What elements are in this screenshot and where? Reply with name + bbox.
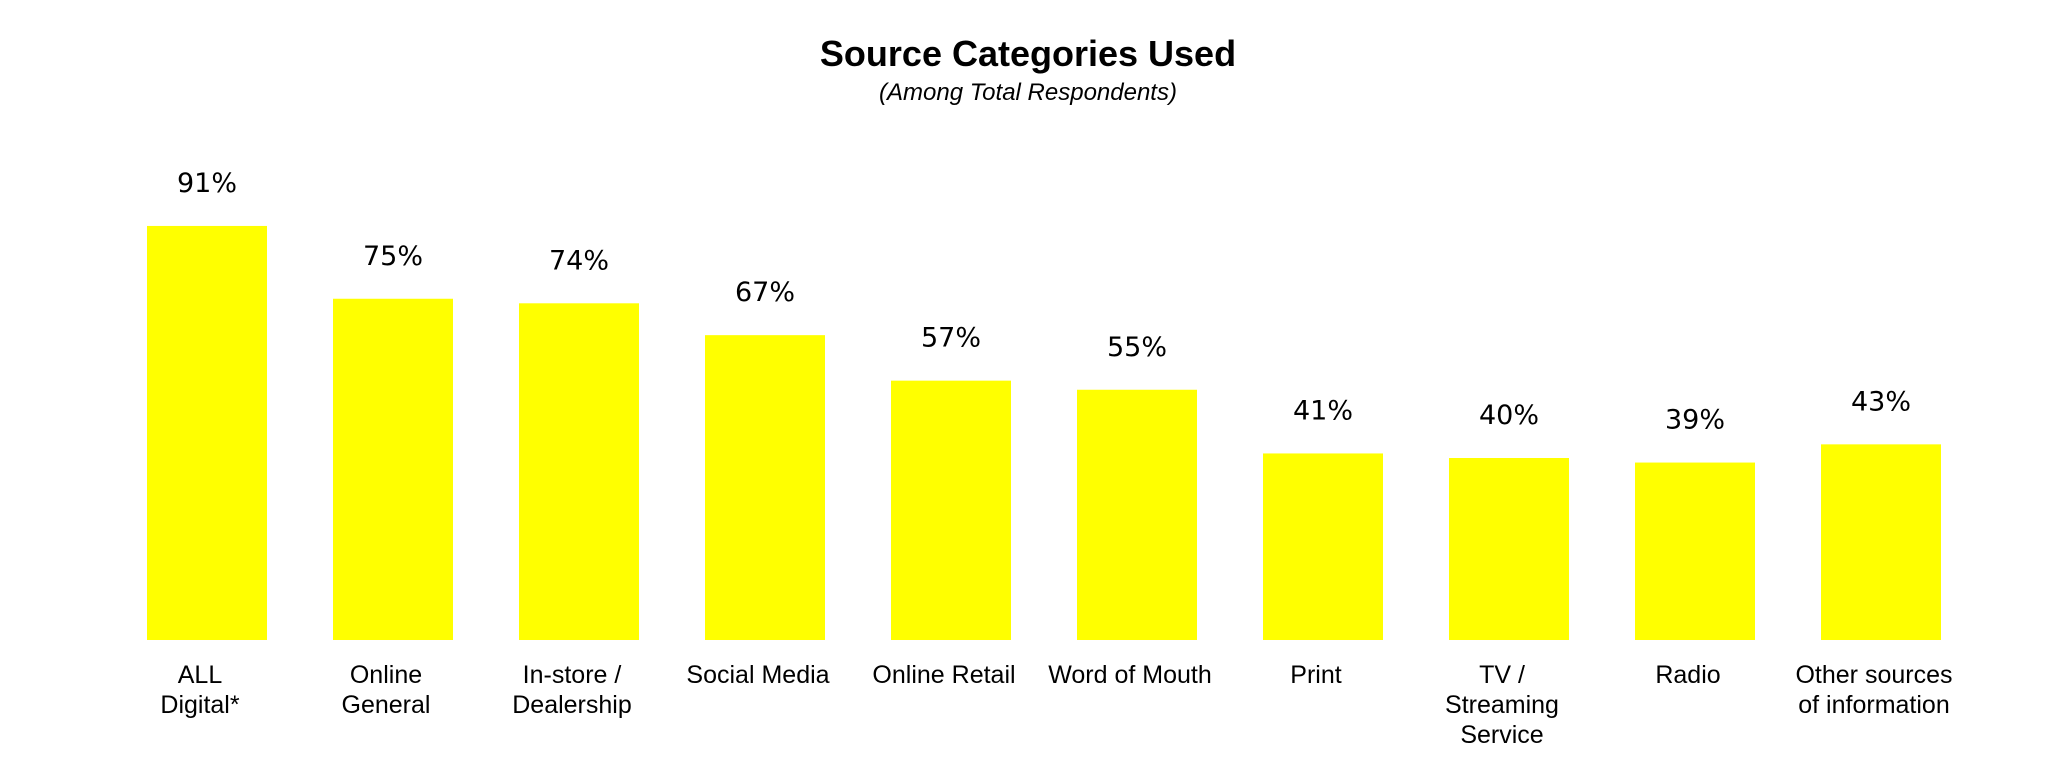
category-label-7: Print	[1290, 661, 1342, 689]
category-label-10: Other sources of information	[1795, 661, 1953, 719]
category-label-3: In-store / Dealership	[512, 661, 632, 719]
bar-3	[519, 303, 639, 640]
category-label-2: Online General	[341, 661, 431, 719]
bar-1	[147, 225, 267, 640]
data-label-5: 57%	[921, 323, 981, 354]
data-label-2: 75%	[363, 241, 423, 272]
data-label-3: 74%	[549, 245, 609, 276]
data-label-1: 91%	[177, 168, 237, 199]
chart-title: Source Categories Used	[819, 33, 1237, 74]
category-label-6: Word of Mouth	[1048, 661, 1212, 689]
bar-5	[891, 380, 1011, 640]
data-label-4: 67%	[735, 277, 795, 308]
chart-subtitle: (Among Total Respondents)	[879, 79, 1177, 106]
category-label-9: Radio	[1655, 661, 1721, 689]
category-label-1: ALL Digital*	[160, 661, 240, 719]
data-label-9: 39%	[1665, 405, 1725, 436]
bar-2	[333, 298, 453, 640]
category-label-8: TV / Streaming Service	[1445, 661, 1559, 749]
category-label-5: Online Retail	[872, 661, 1016, 689]
data-label-7: 41%	[1293, 395, 1353, 426]
bar-6	[1077, 389, 1197, 640]
category-label-4: Social Media	[686, 661, 830, 689]
data-label-10: 43%	[1851, 386, 1911, 417]
bar-10	[1821, 444, 1941, 640]
bar-4	[705, 335, 825, 640]
bar-8	[1449, 458, 1569, 640]
bar-9	[1635, 462, 1755, 640]
data-label-6: 55%	[1107, 332, 1167, 363]
data-label-8: 40%	[1479, 400, 1539, 431]
bar-7	[1263, 453, 1383, 640]
